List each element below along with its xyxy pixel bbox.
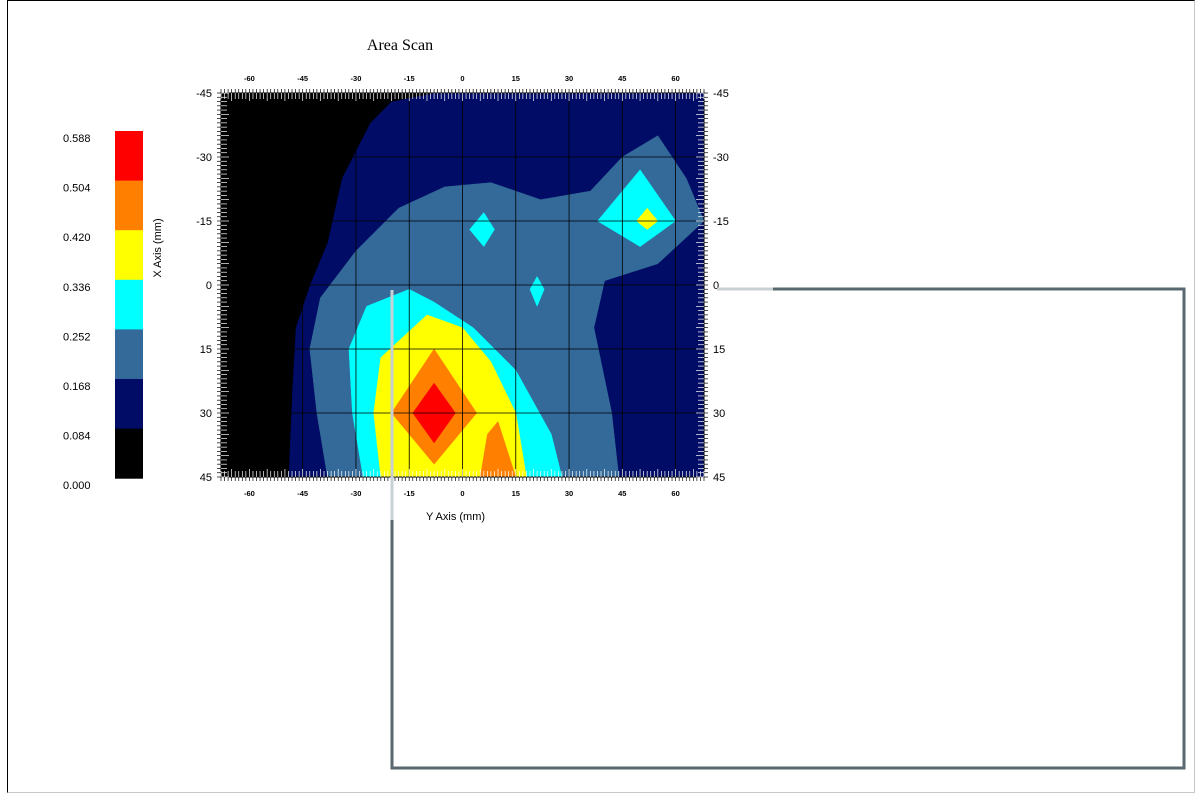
y-tick-label-right: -45 xyxy=(713,88,729,100)
x-tick-label-top: -45 xyxy=(297,74,308,83)
tick-labels: -60 -60 -45 -45 -30 -30 -15 -15 0 0 15 15 30 30 45 45 60… xyxy=(196,74,729,498)
x-tick-label-top: 30 xyxy=(565,74,573,83)
contour-region xyxy=(597,169,676,247)
y-tick-label-left: -30 xyxy=(196,152,212,164)
x-tick-label-bottom: 60 xyxy=(671,489,679,498)
x-tick-label-bottom: 45 xyxy=(618,489,626,498)
legend-swatch xyxy=(115,230,143,281)
legend-swatch xyxy=(115,131,143,182)
x-tick-label-bottom: -15 xyxy=(404,489,415,498)
legend-swatch xyxy=(115,180,143,231)
x-axis-label: Y Axis (mm) xyxy=(426,511,485,523)
tick-marks xyxy=(217,89,708,481)
chart-title: Area Scan xyxy=(367,37,433,54)
legend-swatch xyxy=(115,329,143,380)
y-tick-label-right: 15 xyxy=(713,344,725,356)
x-tick-label-top: 0 xyxy=(460,74,464,83)
x-tick-label-top: -15 xyxy=(404,74,415,83)
y-tick-label-right: -15 xyxy=(713,216,729,228)
legend-label: 0.084 xyxy=(63,431,91,443)
color-legend: 0.588 0.504 0.420 0.336 0.252 0.168 0.084 0.000 xyxy=(63,131,143,492)
y-tick-label-left: -45 xyxy=(196,88,212,100)
y-tick-label-right: 0 xyxy=(713,280,719,292)
x-tick-label-top: 45 xyxy=(618,74,626,83)
contour-region xyxy=(636,207,659,230)
contour-region xyxy=(480,420,517,477)
x-tick-label-bottom: 0 xyxy=(460,489,464,498)
x-tick-label-bottom: 15 xyxy=(512,489,520,498)
y-tick-label-right: -30 xyxy=(713,152,729,164)
window-frame xyxy=(7,0,1195,793)
x-tick-label-bottom: 30 xyxy=(565,489,573,498)
legend-label: 0.252 xyxy=(63,331,91,343)
x-tick-label-bottom: -30 xyxy=(351,489,362,498)
legend-label: 0.000 xyxy=(63,480,91,492)
legend-label: 0.168 xyxy=(63,381,91,393)
x-tick-label-top: -60 xyxy=(244,74,255,83)
y-tick-label-right: 30 xyxy=(713,408,725,420)
y-tick-label-right: 45 xyxy=(713,472,725,484)
legend-swatch xyxy=(115,379,143,430)
legend-swatch xyxy=(115,279,143,330)
x-tick-label-bottom: -60 xyxy=(244,489,255,498)
x-tick-label-top: -30 xyxy=(351,74,362,83)
y-axis-label: X Axis (mm) xyxy=(152,218,164,277)
y-tick-label-left: -15 xyxy=(196,216,212,228)
legend-label: 0.420 xyxy=(63,232,91,244)
y-tick-label-left: 0 xyxy=(206,280,212,292)
legend-swatch xyxy=(115,428,143,479)
legend-label: 0.336 xyxy=(63,282,91,294)
contour-region xyxy=(221,93,435,477)
callout-box xyxy=(390,287,1186,770)
y-tick-label-left: 45 xyxy=(200,472,212,484)
y-tick-label-left: 15 xyxy=(200,344,212,356)
x-tick-label-bottom: -45 xyxy=(297,489,308,498)
x-tick-label-top: 60 xyxy=(671,74,679,83)
y-tick-label-left: 30 xyxy=(200,408,212,420)
legend-label: 0.504 xyxy=(63,183,91,195)
x-tick-label-top: 15 xyxy=(512,74,520,83)
legend-label: 0.588 xyxy=(63,133,91,145)
